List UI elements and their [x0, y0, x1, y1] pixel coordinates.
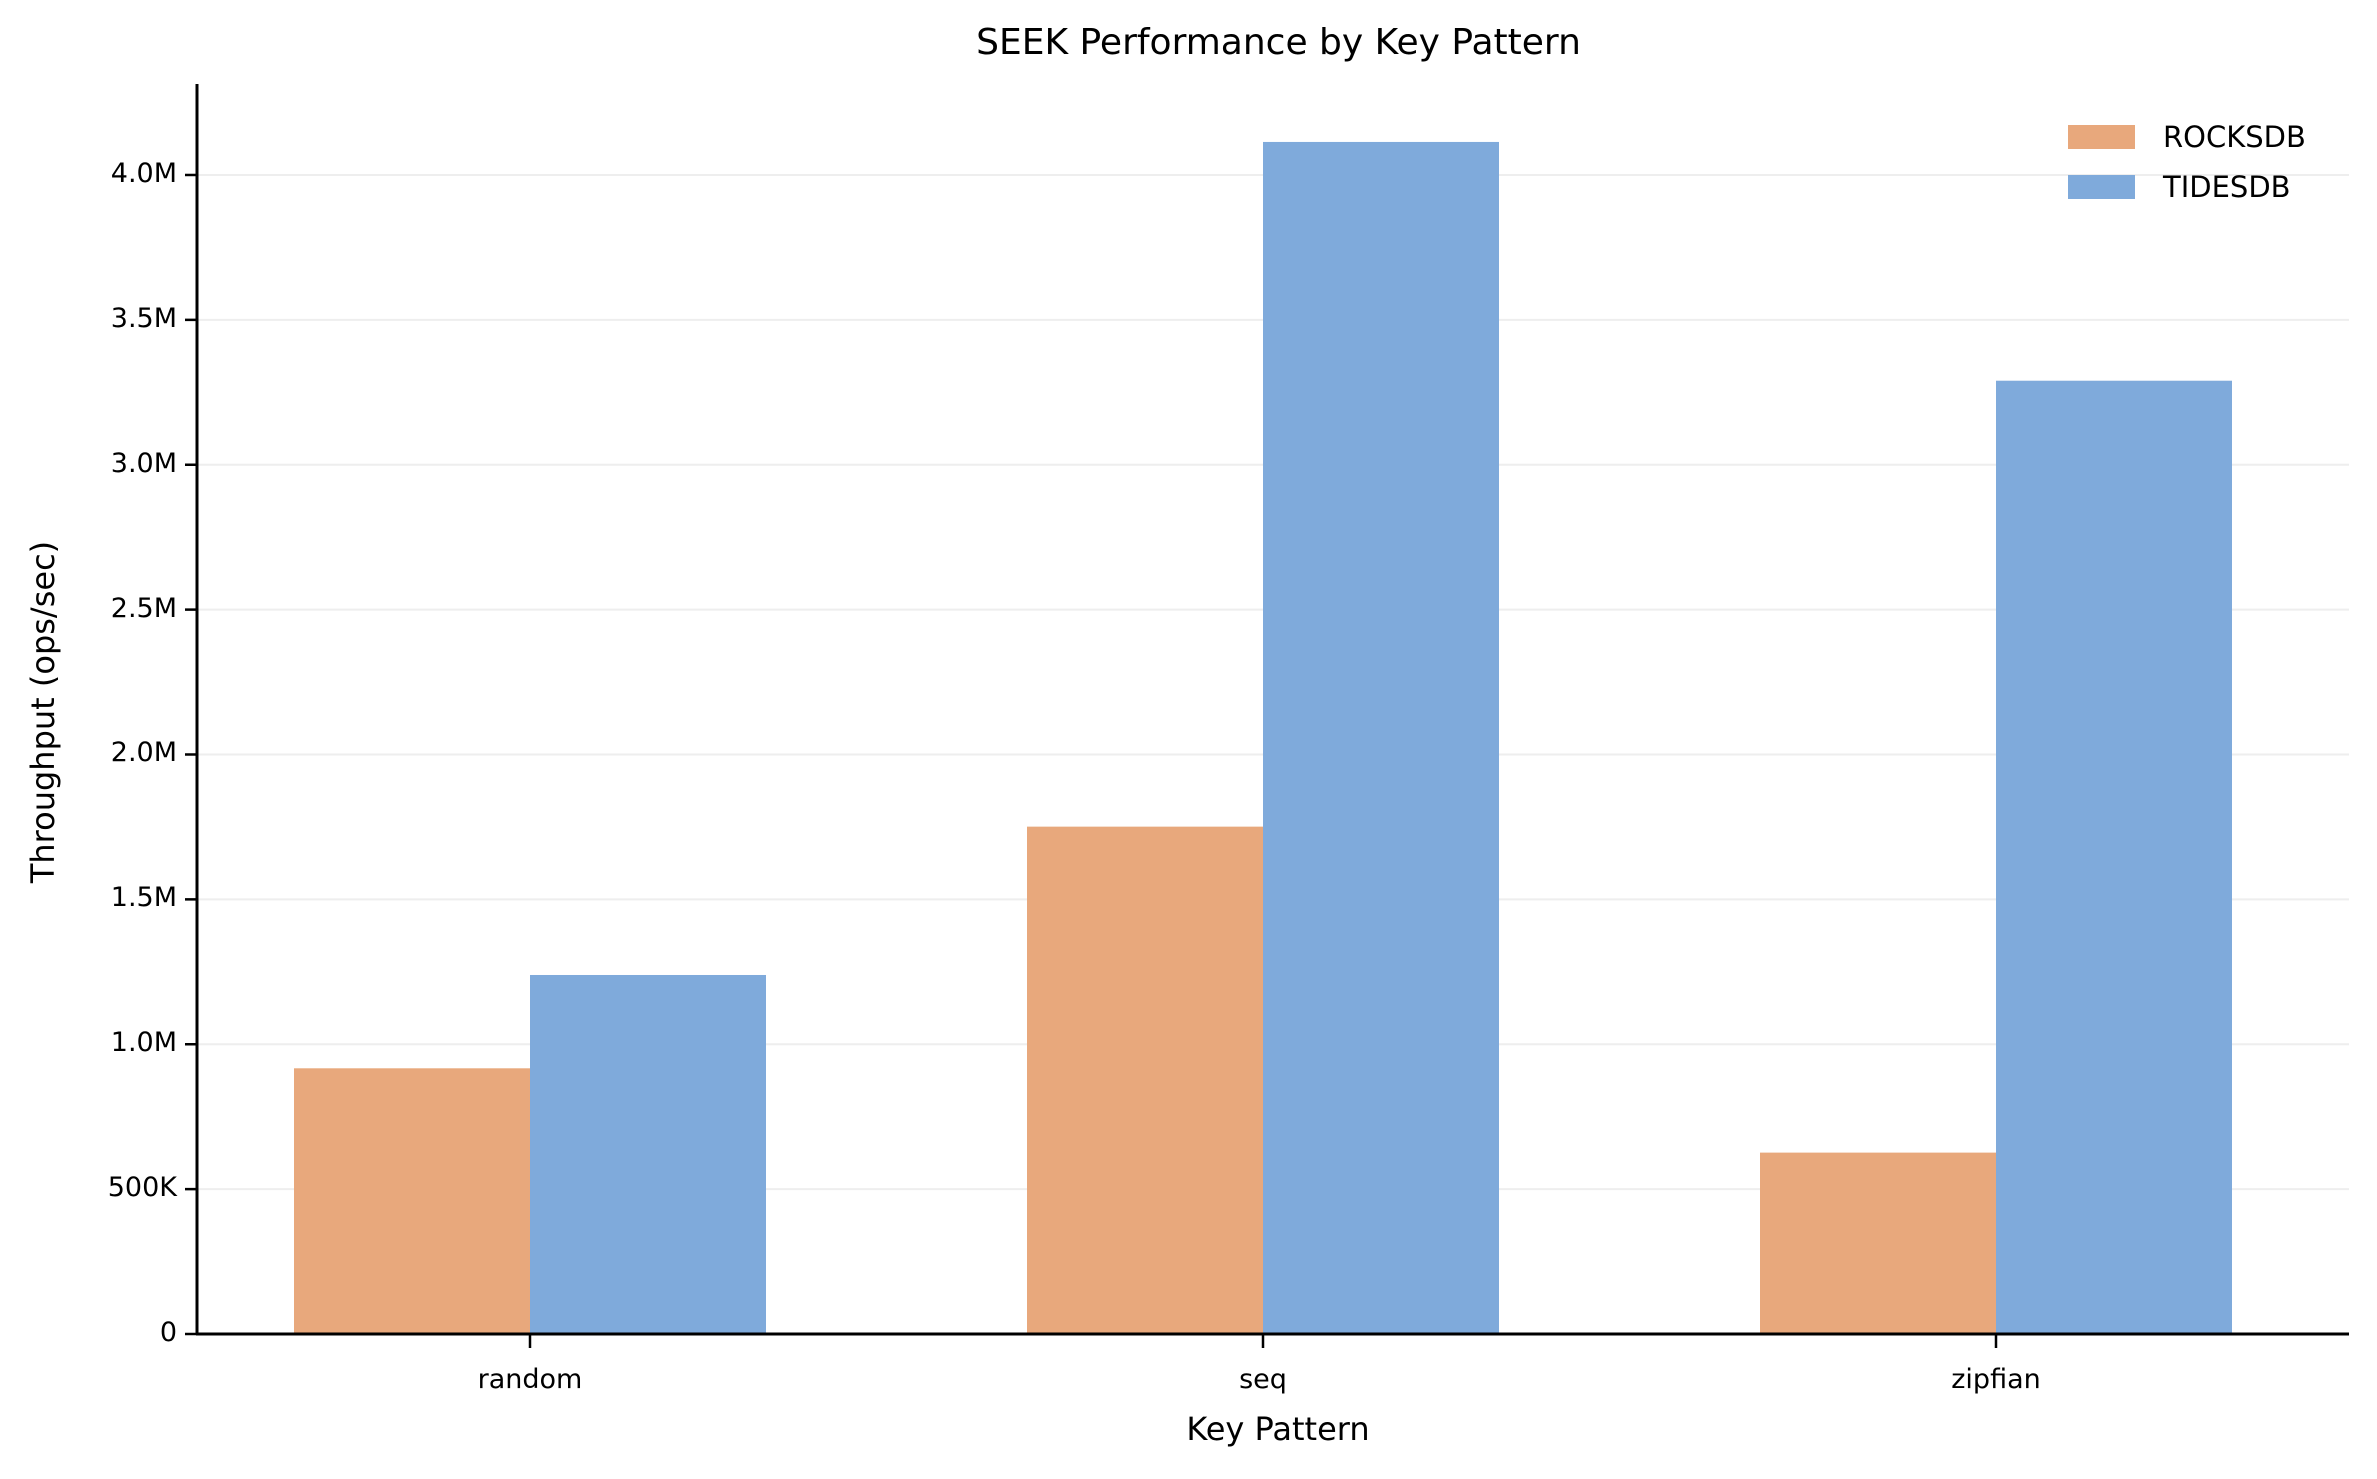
legend-swatch-rocksdb: [2068, 125, 2135, 149]
x-tick-label: zipfian: [1951, 1364, 2041, 1395]
legend-swatch-tidesdb: [2068, 175, 2135, 199]
bar-rocksdb-seq: [1027, 826, 1263, 1334]
bar-rocksdb-zipfian: [1760, 1152, 1996, 1334]
legend: ROCKSDB TIDESDB: [2068, 112, 2306, 212]
x-axis-label: Key Pattern: [1186, 1410, 1370, 1448]
y-tick-label: 500K: [107, 1172, 177, 1204]
y-tick-label: 1.5M: [110, 882, 177, 914]
bar-tidesdb-zipfian: [1996, 380, 2232, 1335]
y-tick-label: 2.0M: [110, 737, 177, 769]
legend-label: TIDESDB: [2163, 170, 2291, 204]
bar-tidesdb-random: [530, 974, 766, 1334]
y-tick-label: 1.0M: [110, 1027, 177, 1059]
legend-item-tidesdb: TIDESDB: [2068, 162, 2306, 212]
bar-rocksdb-random: [294, 1068, 530, 1334]
x-tick-label: random: [477, 1364, 583, 1395]
legend-item-rocksdb: ROCKSDB: [2068, 112, 2306, 162]
x-tick-label: seq: [1239, 1364, 1287, 1395]
y-tick-label: 3.5M: [110, 302, 177, 334]
y-tick-label: 4.0M: [110, 157, 177, 189]
y-axis-label: Throughput (ops/sec): [24, 540, 62, 884]
bar-tidesdb-seq: [1263, 141, 1499, 1335]
y-tick-label: 2.5M: [110, 592, 177, 624]
y-tick-label: 3.0M: [110, 447, 177, 479]
chart-title: SEEK Performance by Key Pattern: [976, 22, 1581, 63]
y-tick-label: 0: [159, 1317, 177, 1348]
legend-label: ROCKSDB: [2163, 120, 2306, 154]
